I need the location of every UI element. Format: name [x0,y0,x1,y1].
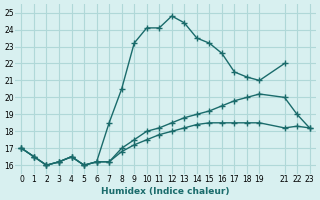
X-axis label: Humidex (Indice chaleur): Humidex (Indice chaleur) [101,187,230,196]
